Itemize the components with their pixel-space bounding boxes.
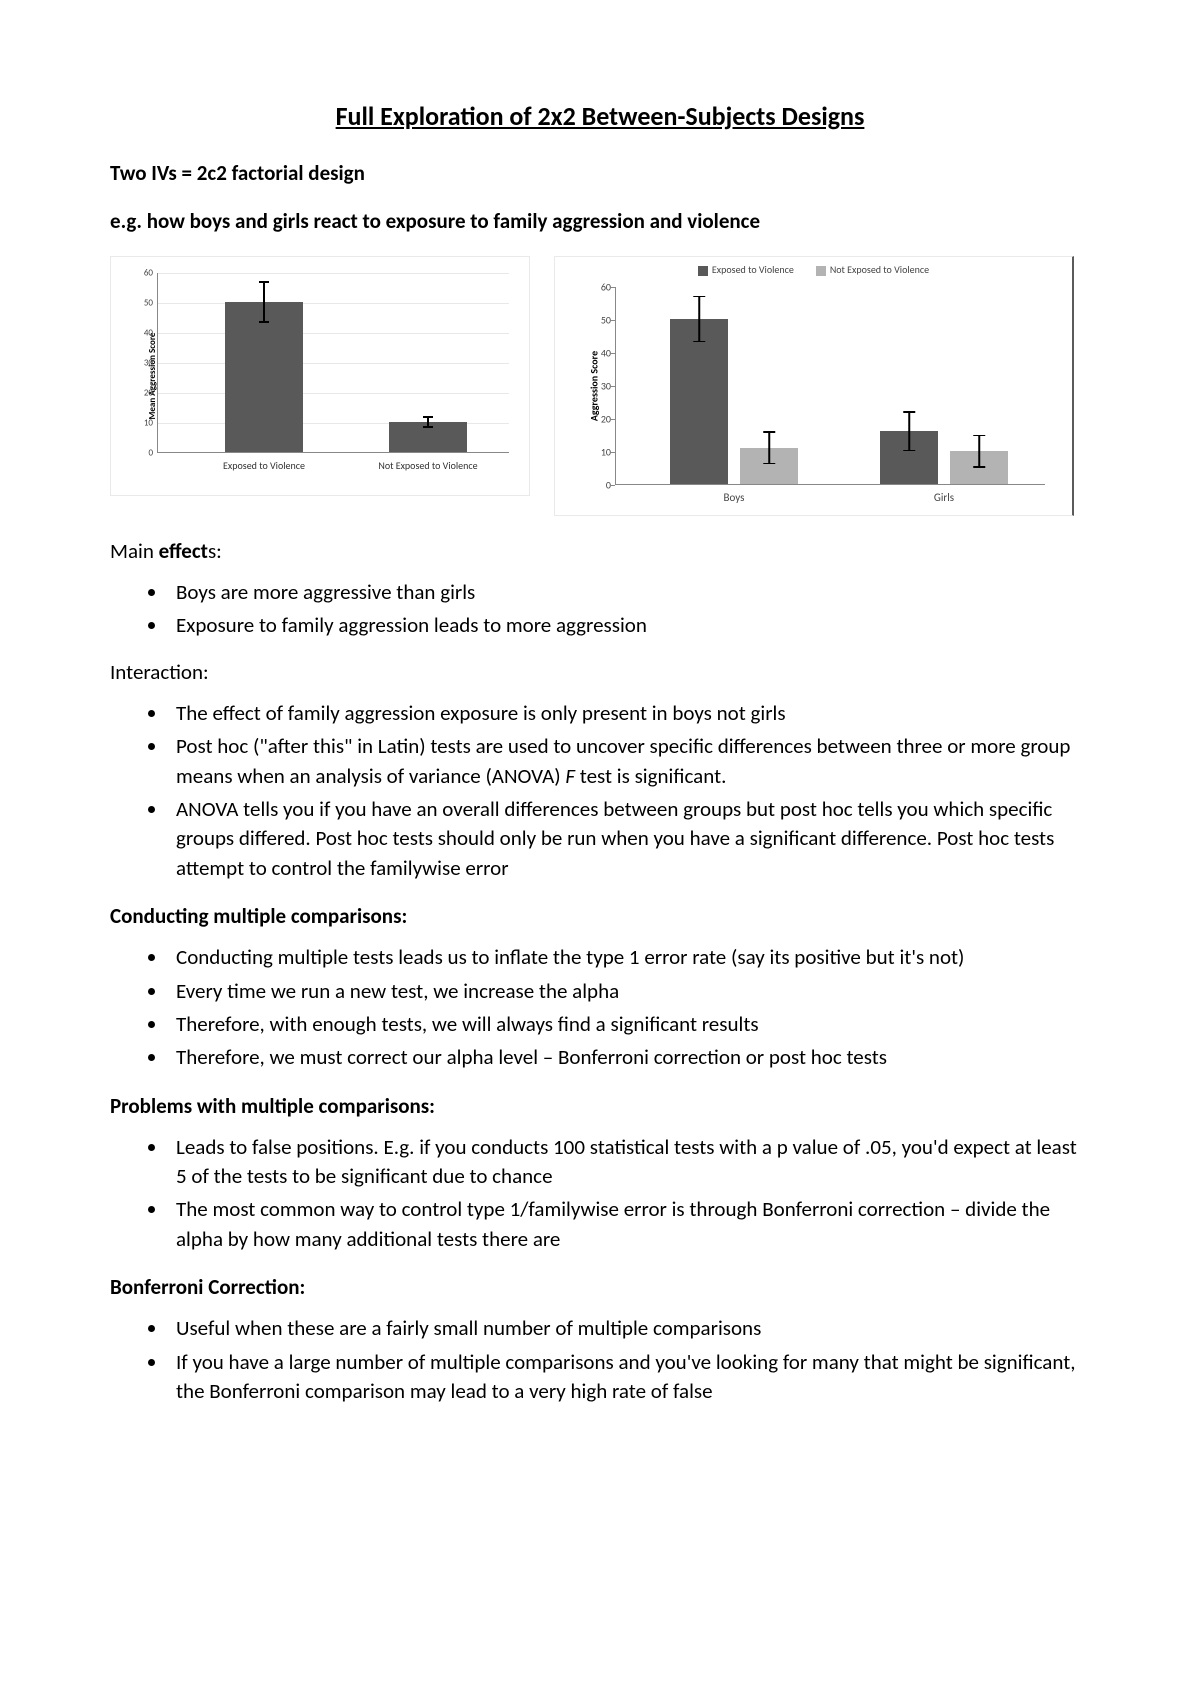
problems-heading: Problems with multiple comparisons: [110, 1093, 1090, 1119]
list-item: Useful when these are a fairly small num… [168, 1314, 1090, 1343]
chart-right-legend: Exposed to Violence Not Exposed to Violen… [555, 263, 1072, 276]
list-item: The most common way to control type 1/fa… [168, 1195, 1090, 1254]
conducting-list: Conducting multiple tests leads us to in… [168, 943, 1090, 1073]
ytick-label: 20 [593, 413, 611, 426]
heading-suffix: s: [208, 538, 222, 564]
xtick-label: Exposed to Violence [223, 459, 305, 472]
chart-right-plot: BoysGirls [615, 287, 1045, 485]
charts-row: Mean Aggression Score 0102030405060 Expo… [110, 256, 1090, 516]
ytick-label: 30 [593, 380, 611, 393]
interaction-heading: Interaction: [110, 659, 1090, 685]
xtick-label: Not Exposed to Violence [378, 459, 477, 472]
list-item: Therefore, we must correct our alpha lev… [168, 1043, 1090, 1072]
bonferroni-list: Useful when these are a fairly small num… [168, 1314, 1090, 1406]
bonferroni-heading: Bonferroni Correction: [110, 1274, 1090, 1300]
ytick-label: 40 [135, 328, 153, 339]
list-item: Therefore, with enough tests, we will al… [168, 1010, 1090, 1039]
list-item: If you have a large number of multiple c… [168, 1348, 1090, 1407]
ytick-label: 10 [593, 446, 611, 459]
list-item: Boys are more aggressive than girls [168, 578, 1090, 607]
xtick-label: Girls [934, 491, 954, 504]
bar [950, 451, 1008, 484]
main-effects-heading: Main effects: [110, 538, 1090, 564]
list-item: The effect of family aggression exposure… [168, 699, 1090, 728]
bar [740, 448, 798, 484]
ytick-label: 50 [135, 298, 153, 309]
ytick-label: 0 [135, 448, 153, 459]
intro-line-2: e.g. how boys and girls react to exposur… [110, 208, 1090, 234]
bar [670, 319, 728, 484]
list-item: Every time we run a new test, we increas… [168, 977, 1090, 1006]
heading-bold: effect [159, 538, 208, 564]
heading-prefix: Main [110, 538, 159, 564]
ytick-label: 50 [593, 314, 611, 327]
chart-mean-aggression: Mean Aggression Score 0102030405060 Expo… [110, 256, 530, 496]
bar [880, 431, 938, 484]
legend-item: Not Exposed to Violence [816, 263, 929, 276]
ytick-label: 0 [593, 479, 611, 492]
legend-item: Exposed to Violence [698, 263, 794, 276]
ytick-label: 40 [593, 347, 611, 360]
list-item: Conducting multiple tests leads us to in… [168, 943, 1090, 972]
list-item: Exposure to family aggression leads to m… [168, 611, 1090, 640]
conducting-heading: Conducting multiple comparisons: [110, 903, 1090, 929]
ytick-label: 60 [593, 281, 611, 294]
intro-line-1: Two IVs = 2c2 factorial design [110, 160, 1090, 186]
page-title: Full Exploration of 2x2 Between-Subjects… [110, 100, 1090, 132]
bar [389, 422, 467, 452]
list-item: ANOVA tells you if you have an overall d… [168, 795, 1090, 883]
list-item: Leads to false positions. E.g. if you co… [168, 1133, 1090, 1192]
list-item: Post hoc ("after this" in Latin) tests a… [168, 732, 1090, 791]
chart-left-plot: Exposed to ViolenceNot Exposed to Violen… [157, 273, 509, 453]
ytick-label: 20 [135, 388, 153, 399]
ytick-label: 60 [135, 268, 153, 279]
problems-list: Leads to false positions. E.g. if you co… [168, 1133, 1090, 1255]
ytick-label: 30 [135, 358, 153, 369]
ytick-label: 10 [135, 418, 153, 429]
chart-grouped-aggression: Exposed to Violence Not Exposed to Violen… [554, 256, 1074, 516]
main-effects-list: Boys are more aggressive than girls Expos… [168, 578, 1090, 641]
bar [225, 302, 303, 452]
xtick-label: Boys [724, 491, 745, 504]
interaction-list: The effect of family aggression exposure… [168, 699, 1090, 883]
